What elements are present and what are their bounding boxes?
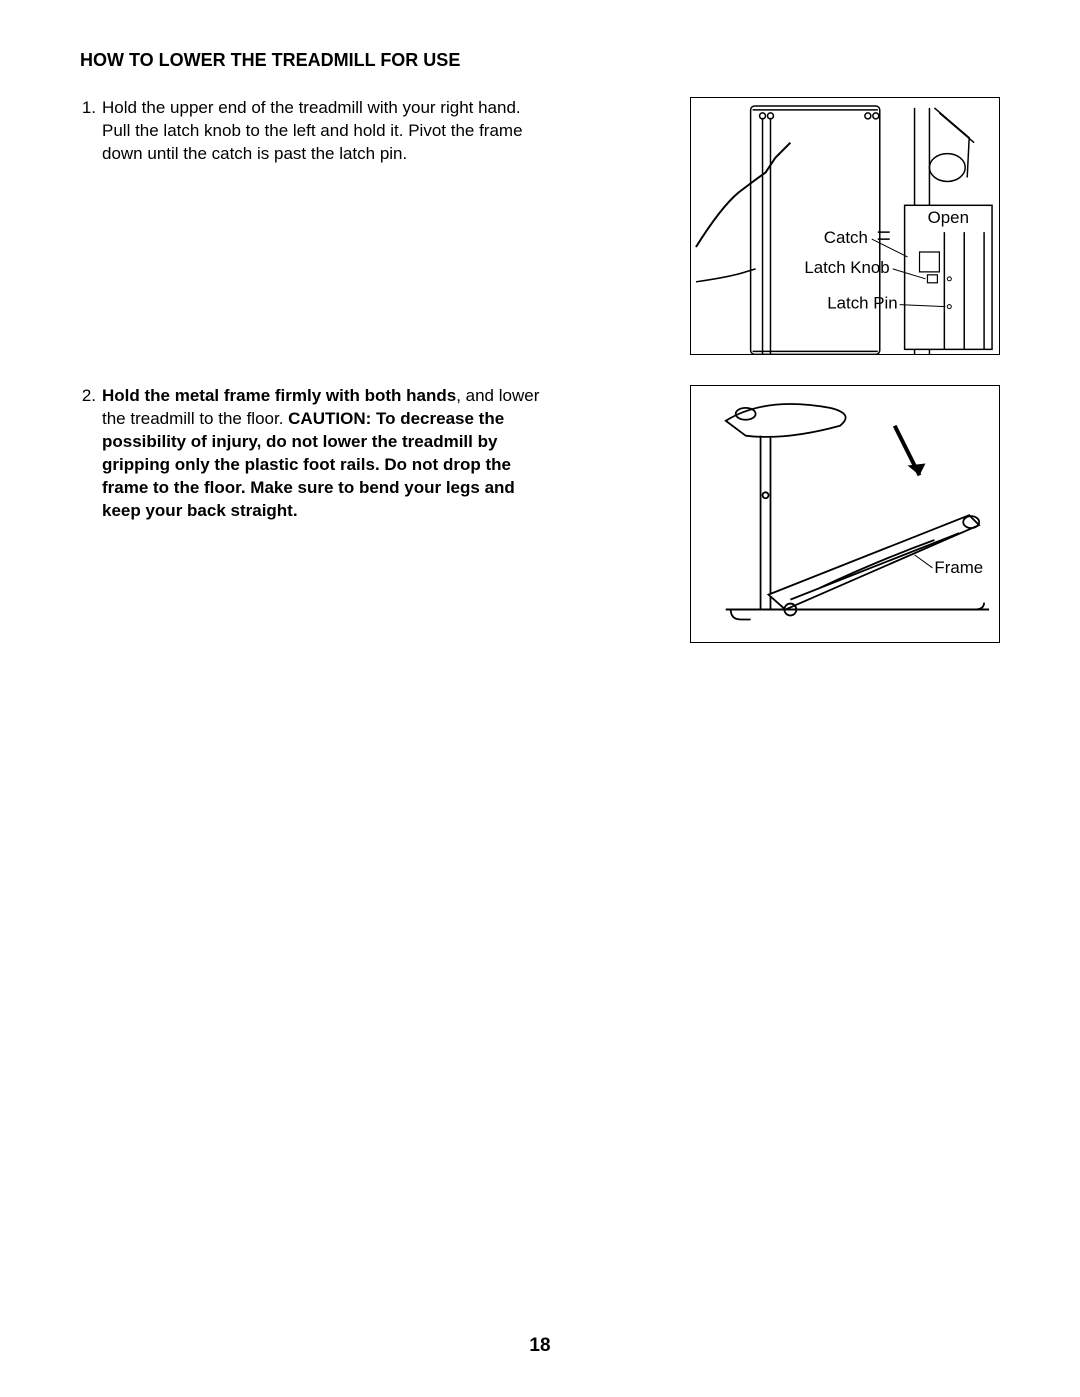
figure-2: Frame: [690, 385, 1000, 643]
step-1-body: Hold the upper end of the treadmill with…: [102, 97, 550, 166]
manual-page: HOW TO LOWER THE TREADMILL FOR USE 1. Ho…: [0, 0, 1080, 1397]
step-2-number: 2.: [80, 385, 102, 523]
step-1-row: 1. Hold the upper end of the treadmill w…: [80, 97, 1000, 355]
step-2-bold-lead: Hold the metal frame firmly with both ha…: [102, 386, 456, 405]
fig1-label-open: Open: [928, 208, 969, 227]
fig1-label-latchknob: Latch Knob: [804, 258, 889, 277]
figure-1: Open Catch Latch Knob Latch Pin: [690, 97, 1000, 355]
step-1-number: 1.: [80, 97, 102, 166]
fig2-label-frame: Frame: [934, 558, 983, 577]
step-2-row: 2. Hold the metal frame firmly with both…: [80, 385, 1000, 643]
section-title: HOW TO LOWER THE TREADMILL FOR USE: [80, 50, 1000, 71]
step-2-body: Hold the metal frame firmly with both ha…: [102, 385, 550, 523]
step-2-text: 2. Hold the metal frame firmly with both…: [80, 385, 550, 523]
page-number: 18: [0, 1335, 1080, 1357]
step-1-text: 1. Hold the upper end of the treadmill w…: [80, 97, 550, 166]
figure-2-svg: Frame: [691, 386, 999, 642]
fig1-label-latchpin: Latch Pin: [827, 294, 897, 313]
figure-1-svg: Open Catch Latch Knob Latch Pin: [691, 98, 999, 354]
fig1-label-catch: Catch: [824, 228, 868, 247]
